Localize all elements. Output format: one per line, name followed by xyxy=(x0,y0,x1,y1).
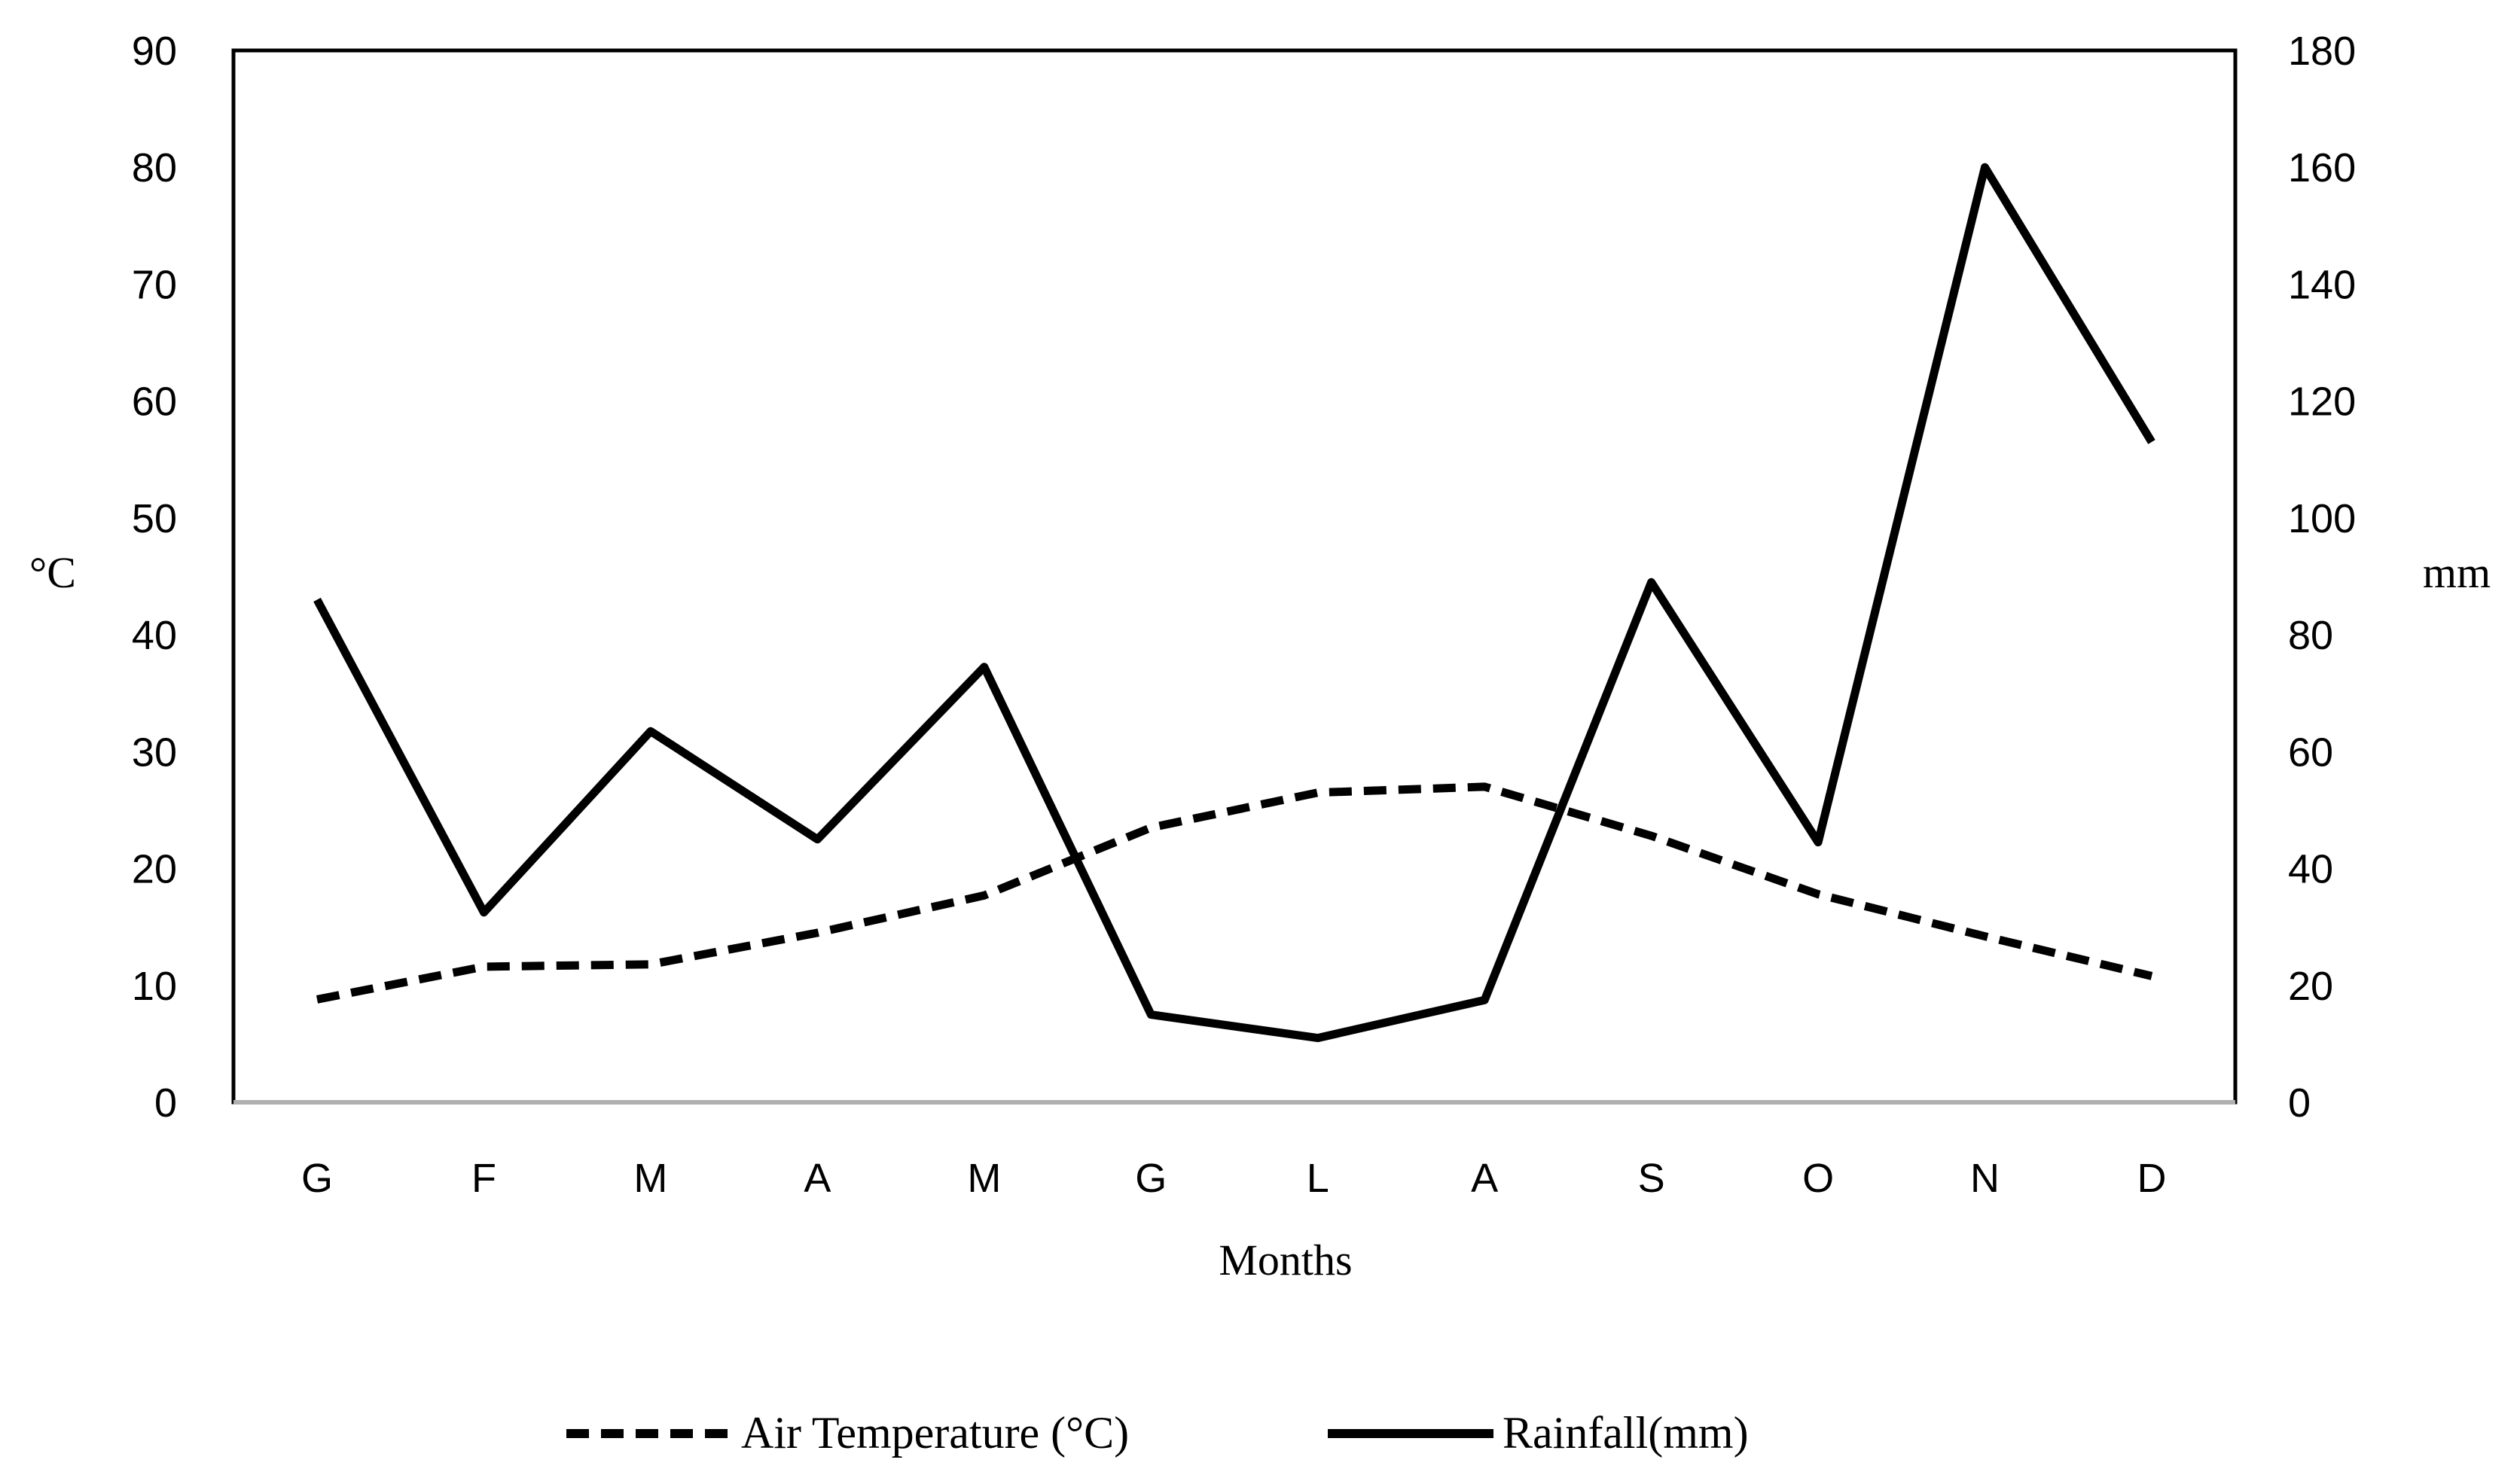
legend: Air Temperature (°C) Rainfall(mm) xyxy=(566,1408,1749,1458)
temperature-line xyxy=(316,782,2153,1004)
legend-label-temperature: Air Temperature (°C) xyxy=(741,1408,1129,1458)
x-axis-label: Months xyxy=(1219,1236,1352,1284)
x-tick-label: G xyxy=(1135,1156,1167,1201)
y-right-tick-label: 120 xyxy=(2288,379,2356,425)
y-left-tick-label: 10 xyxy=(132,964,177,1009)
x-tick-label: D xyxy=(2137,1156,2167,1201)
y-right-tick-label: 100 xyxy=(2288,496,2356,541)
y-right-tick-label: 60 xyxy=(2288,730,2333,775)
y-left-tick-label: 50 xyxy=(132,496,177,541)
y-left-tick-label: 20 xyxy=(132,847,177,892)
y-left-tick-label: 80 xyxy=(132,145,177,190)
y-left-tick-label: 90 xyxy=(132,29,177,74)
y-left-tick-label: 70 xyxy=(132,262,177,307)
x-tick-label: G xyxy=(301,1156,333,1201)
left-axis-ticks: 0 10 20 30 40 50 60 70 80 90 xyxy=(132,29,177,1126)
y-left-tick-label: 60 xyxy=(132,379,177,425)
y-right-tick-label: 0 xyxy=(2288,1080,2311,1126)
y-right-tick-label: 40 xyxy=(2288,847,2333,892)
y-right-tick-label: 140 xyxy=(2288,262,2356,307)
x-tick-label: F xyxy=(471,1156,496,1201)
x-tick-label: O xyxy=(1802,1156,1834,1201)
y-left-tick-label: 40 xyxy=(132,613,177,658)
y-right-tick-label: 180 xyxy=(2288,29,2356,74)
x-tick-label: S xyxy=(1638,1156,1665,1201)
plot-frame xyxy=(231,48,2238,1105)
x-tick-label: A xyxy=(1471,1156,1498,1201)
y-axis-right-label: mm xyxy=(2423,548,2491,597)
right-axis-ticks: 0 20 40 60 80 100 120 140 160 180 xyxy=(2288,29,2356,1126)
y-left-tick-label: 30 xyxy=(132,730,177,775)
x-tick-label: M xyxy=(967,1156,1001,1201)
y-right-tick-label: 160 xyxy=(2288,145,2356,190)
y-right-tick-label: 20 xyxy=(2288,964,2333,1009)
y-axis-left-label: °C xyxy=(29,548,76,597)
x-tick-label: M xyxy=(633,1156,667,1201)
x-tick-label: N xyxy=(1970,1156,2000,1201)
rainfall-line xyxy=(313,163,2155,1043)
series-lines xyxy=(313,163,2155,1043)
y-left-tick-label: 0 xyxy=(154,1080,177,1126)
x-tick-label: L xyxy=(1307,1156,1329,1201)
y-right-tick-label: 80 xyxy=(2288,613,2333,658)
x-tick-label: A xyxy=(804,1156,831,1201)
legend-label-rainfall: Rainfall(mm) xyxy=(1503,1408,1749,1458)
